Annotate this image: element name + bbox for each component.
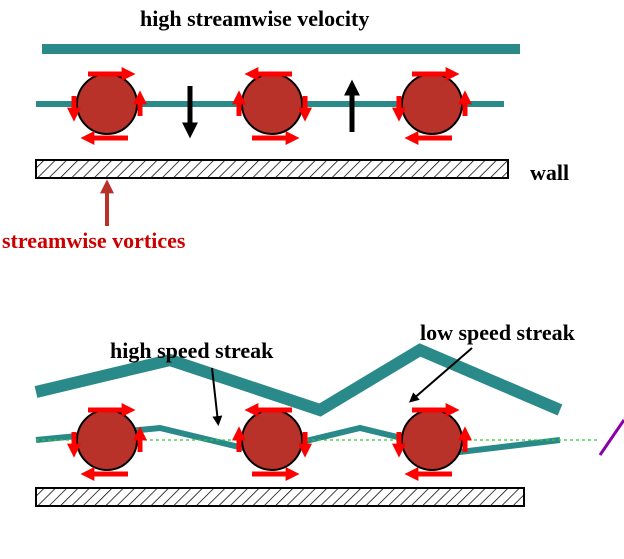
label-wall: wall: [530, 160, 569, 186]
label-high-streak: high speed streak: [110, 338, 273, 364]
label-top: high streamwise velocity: [140, 6, 369, 32]
label-vortices: streamwise vortices: [2, 228, 185, 254]
label-low-streak: low speed streak: [420, 320, 575, 346]
diagram-svg: [0, 0, 624, 559]
